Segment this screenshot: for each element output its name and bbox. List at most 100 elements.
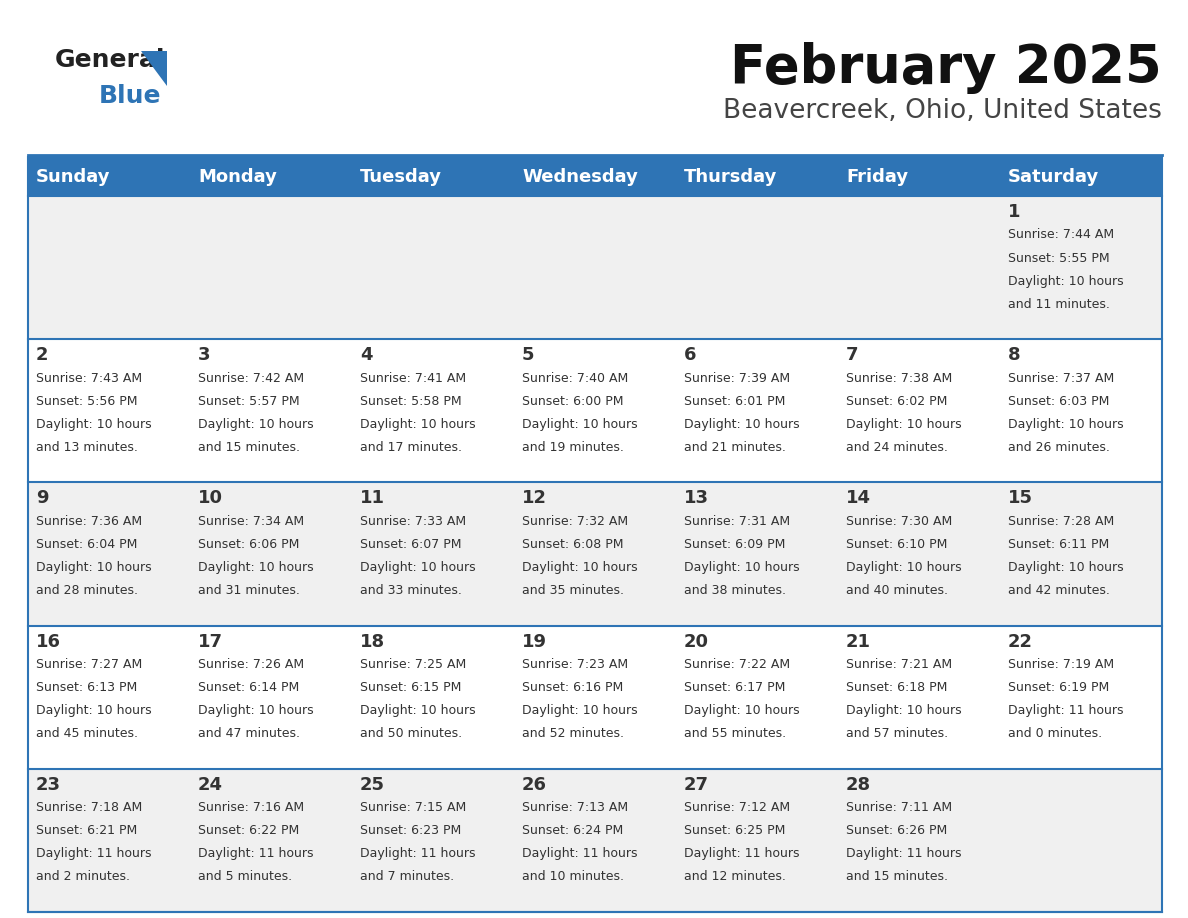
Text: and 33 minutes.: and 33 minutes.: [360, 584, 462, 597]
Text: Daylight: 10 hours: Daylight: 10 hours: [684, 418, 800, 431]
Bar: [838, 482, 1000, 625]
Bar: [190, 482, 352, 625]
Bar: [676, 196, 838, 339]
Text: 6: 6: [684, 346, 696, 364]
Text: and 45 minutes.: and 45 minutes.: [36, 727, 138, 740]
Bar: [676, 768, 838, 912]
Text: 11: 11: [360, 489, 385, 508]
Text: and 35 minutes.: and 35 minutes.: [522, 584, 624, 597]
Text: and 15 minutes.: and 15 minutes.: [846, 870, 948, 883]
Text: Daylight: 11 hours: Daylight: 11 hours: [1007, 704, 1124, 717]
Text: and 19 minutes.: and 19 minutes.: [522, 441, 624, 453]
Text: and 31 minutes.: and 31 minutes.: [198, 584, 299, 597]
Bar: [1000, 157, 1162, 196]
Text: and 47 minutes.: and 47 minutes.: [198, 727, 301, 740]
Text: Friday: Friday: [846, 167, 908, 185]
Bar: [190, 339, 352, 482]
Bar: [1000, 625, 1162, 768]
Text: Daylight: 10 hours: Daylight: 10 hours: [684, 704, 800, 717]
Text: Sunrise: 7:23 AM: Sunrise: 7:23 AM: [522, 658, 628, 671]
Bar: [514, 157, 676, 196]
Text: Sunset: 6:13 PM: Sunset: 6:13 PM: [36, 681, 138, 694]
Text: Sunrise: 7:18 AM: Sunrise: 7:18 AM: [36, 801, 143, 814]
Text: and 7 minutes.: and 7 minutes.: [360, 870, 454, 883]
Bar: [352, 625, 514, 768]
Text: Tuesday: Tuesday: [360, 167, 442, 185]
Text: Sunrise: 7:36 AM: Sunrise: 7:36 AM: [36, 515, 143, 528]
Bar: [1000, 768, 1162, 912]
Bar: [514, 482, 676, 625]
Bar: [838, 157, 1000, 196]
Text: Daylight: 10 hours: Daylight: 10 hours: [198, 704, 314, 717]
Text: and 55 minutes.: and 55 minutes.: [684, 727, 786, 740]
Text: Daylight: 10 hours: Daylight: 10 hours: [360, 561, 475, 574]
Text: Sunset: 6:24 PM: Sunset: 6:24 PM: [522, 824, 624, 837]
Text: 7: 7: [846, 346, 859, 364]
Text: Sunrise: 7:16 AM: Sunrise: 7:16 AM: [198, 801, 304, 814]
Text: and 2 minutes.: and 2 minutes.: [36, 870, 129, 883]
Text: Sunrise: 7:32 AM: Sunrise: 7:32 AM: [522, 515, 628, 528]
Text: Sunset: 6:15 PM: Sunset: 6:15 PM: [360, 681, 461, 694]
Text: 23: 23: [36, 776, 61, 794]
Text: Sunset: 6:11 PM: Sunset: 6:11 PM: [1007, 538, 1110, 551]
Text: 15: 15: [1007, 489, 1034, 508]
Bar: [190, 196, 352, 339]
Text: and 52 minutes.: and 52 minutes.: [522, 727, 624, 740]
Text: 14: 14: [846, 489, 871, 508]
Text: 22: 22: [1007, 633, 1034, 651]
Text: Sunrise: 7:25 AM: Sunrise: 7:25 AM: [360, 658, 466, 671]
Bar: [514, 339, 676, 482]
Text: and 10 minutes.: and 10 minutes.: [522, 870, 624, 883]
Bar: [1000, 196, 1162, 339]
Text: February 2025: February 2025: [731, 42, 1162, 94]
Text: Daylight: 11 hours: Daylight: 11 hours: [198, 847, 314, 860]
Text: Sunset: 6:00 PM: Sunset: 6:00 PM: [522, 395, 624, 408]
Text: Monday: Monday: [198, 167, 277, 185]
Text: Daylight: 10 hours: Daylight: 10 hours: [360, 704, 475, 717]
Bar: [514, 768, 676, 912]
Bar: [838, 339, 1000, 482]
Bar: [29, 768, 190, 912]
Text: and 24 minutes.: and 24 minutes.: [846, 441, 948, 453]
Text: Sunset: 6:09 PM: Sunset: 6:09 PM: [684, 538, 785, 551]
Text: and 15 minutes.: and 15 minutes.: [198, 441, 301, 453]
Bar: [838, 768, 1000, 912]
Text: Saturday: Saturday: [1007, 167, 1099, 185]
Text: 16: 16: [36, 633, 61, 651]
Text: Sunset: 6:19 PM: Sunset: 6:19 PM: [1007, 681, 1110, 694]
Text: Sunset: 6:14 PM: Sunset: 6:14 PM: [198, 681, 299, 694]
Text: Daylight: 11 hours: Daylight: 11 hours: [360, 847, 475, 860]
Text: Sunrise: 7:27 AM: Sunrise: 7:27 AM: [36, 658, 143, 671]
Text: Sunrise: 7:40 AM: Sunrise: 7:40 AM: [522, 372, 628, 385]
Text: 5: 5: [522, 346, 535, 364]
Text: Sunset: 5:55 PM: Sunset: 5:55 PM: [1007, 252, 1110, 264]
Text: Sunset: 5:57 PM: Sunset: 5:57 PM: [198, 395, 299, 408]
Text: Sunrise: 7:12 AM: Sunrise: 7:12 AM: [684, 801, 790, 814]
Bar: [29, 157, 190, 196]
Bar: [190, 625, 352, 768]
Text: 2: 2: [36, 346, 49, 364]
Bar: [29, 625, 190, 768]
Text: Sunday: Sunday: [36, 167, 110, 185]
Bar: [676, 339, 838, 482]
Text: and 17 minutes.: and 17 minutes.: [360, 441, 462, 453]
Text: Sunset: 6:04 PM: Sunset: 6:04 PM: [36, 538, 138, 551]
Text: Sunset: 6:08 PM: Sunset: 6:08 PM: [522, 538, 624, 551]
Text: and 50 minutes.: and 50 minutes.: [360, 727, 462, 740]
Bar: [352, 157, 514, 196]
Text: Sunrise: 7:19 AM: Sunrise: 7:19 AM: [1007, 658, 1114, 671]
Bar: [838, 196, 1000, 339]
Text: Daylight: 10 hours: Daylight: 10 hours: [36, 418, 152, 431]
Text: and 57 minutes.: and 57 minutes.: [846, 727, 948, 740]
Bar: [190, 768, 352, 912]
Text: Sunrise: 7:21 AM: Sunrise: 7:21 AM: [846, 658, 952, 671]
Text: Daylight: 10 hours: Daylight: 10 hours: [522, 418, 638, 431]
Text: 21: 21: [846, 633, 871, 651]
Text: 17: 17: [198, 633, 223, 651]
Text: and 40 minutes.: and 40 minutes.: [846, 584, 948, 597]
Text: Daylight: 10 hours: Daylight: 10 hours: [846, 704, 961, 717]
Text: 24: 24: [198, 776, 223, 794]
Text: General: General: [55, 48, 165, 72]
Text: and 11 minutes.: and 11 minutes.: [1007, 297, 1110, 310]
Text: and 26 minutes.: and 26 minutes.: [1007, 441, 1110, 453]
